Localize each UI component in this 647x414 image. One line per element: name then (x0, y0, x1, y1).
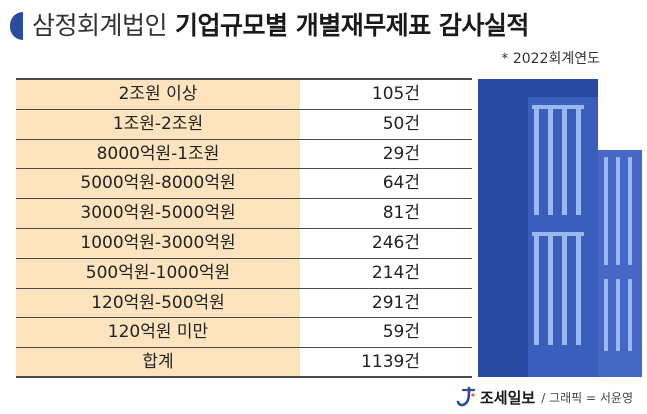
row-value-unit: 건 (404, 262, 420, 283)
row-value: 50건 (300, 109, 472, 139)
row-label: 3000억원-5000억원 (16, 199, 300, 228)
table-row: 2조원 이상 105건 (16, 80, 472, 110)
tower-windows-upper (532, 105, 584, 215)
table-total-row: 합계 1139건 (16, 348, 472, 378)
row-value-number: 105 (371, 84, 405, 104)
side-windows (604, 157, 632, 351)
row-value-unit: 건 (404, 352, 420, 373)
row-value-number: 81 (382, 203, 405, 224)
table-row: 120억원-500억원 291건 (16, 288, 472, 319)
fiscal-year-note: * 2022회계연도 (501, 51, 600, 67)
title-marker-icon (10, 12, 23, 40)
row-label: 5000억원-8000억원 (16, 169, 300, 199)
row-value-unit: 건 (404, 292, 420, 313)
row-value: 64건 (300, 169, 472, 199)
row-label: 500억원-1000억원 (16, 258, 300, 288)
row-value-unit: 건 (404, 84, 420, 104)
table-row: 500억원-1000억원 214건 (16, 258, 472, 289)
table-row: 1000억원-3000억원 246건 (16, 228, 472, 259)
footer-credit: 조세일보 / 그래픽 = 서윤영 (456, 385, 633, 409)
row-value-unit: 건 (404, 232, 420, 253)
row-value: 59건 (300, 318, 472, 348)
row-value: 81건 (300, 199, 472, 228)
row-value-number: 64 (382, 173, 405, 194)
row-label: 합계 (16, 348, 300, 376)
row-label: 120억원-500억원 (16, 288, 300, 318)
title-org: 삼정회계법인 (32, 11, 168, 40)
table-row: 5000억원-8000억원 64건 (16, 169, 472, 200)
row-value: 1139건 (300, 348, 472, 376)
table-row: 120억원 미만 59건 (16, 318, 472, 349)
row-label: 1조원-2조원 (16, 109, 300, 139)
row-value: 214건 (300, 258, 472, 288)
row-value-unit: 건 (404, 203, 420, 224)
tower-windows-lower (532, 232, 584, 345)
audit-results-table: 2조원 이상 105건 1조원-2조원 50건 8000억원-1조원 29건 5000억원-… (16, 78, 472, 378)
row-value-number: 50 (382, 113, 405, 134)
footer-brand: 조세일보 (480, 388, 536, 407)
row-value-number: 214 (371, 262, 405, 283)
row-value-number: 29 (382, 143, 405, 164)
choseilbo-logo-icon (456, 386, 476, 407)
row-value-number: 59 (382, 322, 405, 343)
title-main: 기업규모별 개별재무제표 감사실적 (175, 11, 529, 40)
row-value: 246건 (300, 228, 472, 258)
building-illustration (478, 79, 642, 377)
row-label: 8000억원-1조원 (16, 139, 300, 169)
row-value-number: 1139 (361, 352, 405, 373)
row-value-unit: 건 (404, 322, 420, 343)
footer-graphic-credit: / 그래픽 = 서윤영 (541, 390, 633, 405)
row-value: 291건 (300, 288, 472, 318)
table-row: 1조원-2조원 50건 (16, 109, 472, 140)
row-label: 1000억원-3000억원 (16, 228, 300, 258)
row-label: 2조원 이상 (16, 80, 300, 109)
row-value: 105건 (300, 80, 472, 109)
row-value-number: 246 (371, 232, 405, 253)
row-value-unit: 건 (404, 143, 420, 164)
row-value-unit: 건 (404, 173, 420, 194)
table-row: 8000억원-1조원 29건 (16, 139, 472, 170)
row-label: 120억원 미만 (16, 318, 300, 348)
table-row: 3000억원-5000억원 81건 (16, 199, 472, 229)
row-value-number: 291 (371, 292, 405, 313)
row-value: 29건 (300, 139, 472, 169)
page-title: 삼정회계법인 기업규모별 개별재무제표 감사실적 (32, 8, 529, 44)
row-value-unit: 건 (404, 113, 420, 134)
